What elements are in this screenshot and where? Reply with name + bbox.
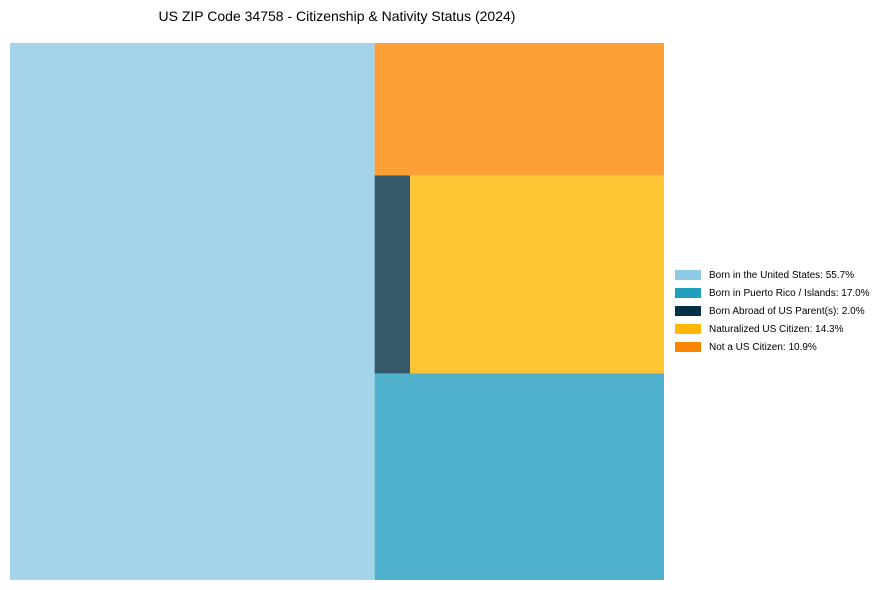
legend-item-naturalized-us-citizen: Naturalized US Citizen: 14.3% xyxy=(675,320,870,338)
treemap-tile-not-a-us-citizen xyxy=(374,43,664,176)
legend-swatch xyxy=(675,270,701,280)
treemap-tile-born-abroad-of-us-parent-s xyxy=(374,175,411,374)
legend-swatch xyxy=(675,288,701,298)
legend-label: Naturalized US Citizen: 14.3% xyxy=(709,323,844,335)
legend-item-born-in-the-united-states: Born in the United States: 55.7% xyxy=(675,266,870,284)
legend-swatch xyxy=(675,324,701,334)
legend-label: Born Abroad of US Parent(s): 2.0% xyxy=(709,305,865,317)
treemap-tile-born-in-the-united-states xyxy=(10,43,375,580)
legend-item-born-abroad-of-us-parent-s: Born Abroad of US Parent(s): 2.0% xyxy=(675,302,870,320)
legend-item-not-a-us-citizen: Not a US Citizen: 10.9% xyxy=(675,338,870,356)
legend-label: Born in the United States: 55.7% xyxy=(709,269,855,281)
legend-label: Not a US Citizen: 10.9% xyxy=(709,341,817,353)
legend: Born in the United States: 55.7% Born in … xyxy=(675,266,870,356)
treemap-tile-naturalized-us-citizen xyxy=(410,175,664,374)
legend-swatch xyxy=(675,306,701,316)
legend-item-born-in-puerto-rico-islands: Born in Puerto Rico / Islands: 17.0% xyxy=(675,284,870,302)
chart-title: US ZIP Code 34758 - Citizenship & Nativi… xyxy=(158,8,516,24)
treemap-tile-born-in-puerto-rico-islands xyxy=(374,373,664,580)
legend-label: Born in Puerto Rico / Islands: 17.0% xyxy=(709,287,870,299)
legend-swatch xyxy=(675,342,701,352)
